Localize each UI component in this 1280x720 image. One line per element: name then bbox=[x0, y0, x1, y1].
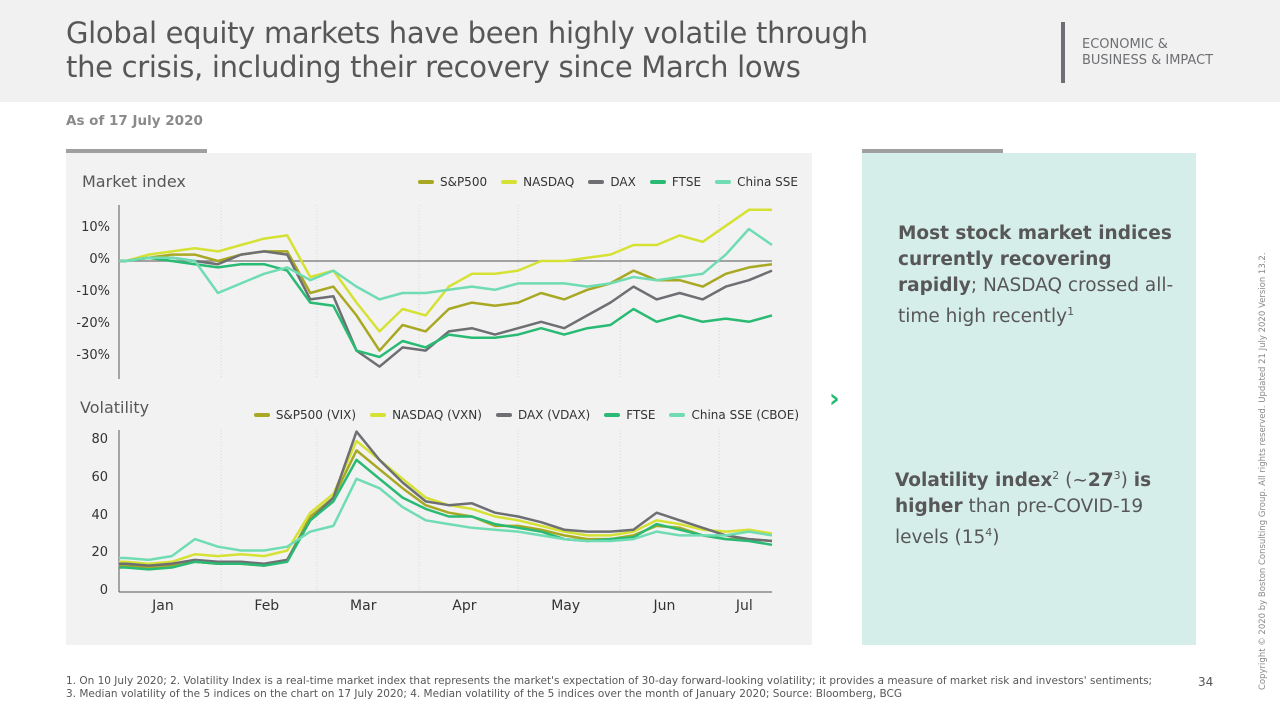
t: is higher bbox=[895, 470, 1152, 518]
footnotes: 1. On 10 July 2020; 2. Volatility Index … bbox=[66, 675, 1176, 701]
chevron-right-icon[interactable]: › bbox=[829, 384, 840, 414]
legend-swatch bbox=[501, 180, 518, 184]
x-tick-label: Apr bbox=[452, 598, 477, 614]
header bbox=[0, 0, 1280, 102]
legend-swatch bbox=[417, 180, 434, 184]
x-tick-label: May bbox=[551, 598, 581, 614]
panel-accent-bar bbox=[66, 149, 207, 153]
market-chart-title: Market index bbox=[82, 172, 186, 191]
market-series-ftse bbox=[119, 256, 773, 359]
footnote-line-2: 3. Median volatility of the 5 indices on… bbox=[66, 688, 903, 700]
insight-volatility: Volatility index2 (~273) is higher than … bbox=[895, 463, 1175, 551]
x-tick-label: Jul bbox=[735, 598, 753, 614]
market-series-china-sse bbox=[119, 227, 773, 301]
market-series-nasdaq bbox=[119, 208, 772, 333]
t: Volatility index bbox=[895, 470, 1053, 492]
as-of-date: As of 17 July 2020 bbox=[66, 113, 203, 129]
t: ) bbox=[1120, 470, 1134, 492]
legend-item: DAX bbox=[588, 175, 636, 189]
y-tick-label: -20% bbox=[76, 316, 110, 331]
legend-item: China SSE bbox=[715, 175, 798, 189]
legend-item: NASDAQ bbox=[501, 175, 574, 189]
y-tick-label: 80 bbox=[91, 432, 108, 447]
insight-accent-bar bbox=[862, 149, 1003, 153]
insight-recovery-bold: Most stock market indices currently reco… bbox=[898, 223, 1172, 296]
x-tick-label: Jan bbox=[152, 598, 174, 614]
legend-item: FTSE bbox=[604, 408, 655, 422]
volatility-series-nasdaq-vxn- bbox=[119, 439, 773, 565]
legend-label: China SSE (CBOE) bbox=[691, 408, 799, 422]
footnote-ref: 4 bbox=[985, 526, 993, 540]
legend-label: DAX (VDAX) bbox=[517, 408, 591, 422]
footnote-line-1: 1. On 10 July 2020; 2. Volatility Index … bbox=[66, 675, 1153, 687]
insight-panel bbox=[862, 153, 1196, 645]
section-line-2: BUSINESS & IMPACT bbox=[1082, 53, 1214, 68]
legend-item: S&P500 bbox=[417, 175, 488, 189]
y-tick-label: 10% bbox=[81, 220, 110, 235]
legend-label: S&P500 bbox=[439, 175, 488, 189]
volatility-chart-title: Volatility bbox=[80, 398, 150, 417]
legend-label: FTSE bbox=[626, 408, 656, 422]
page-title: Global equity markets have been highly v… bbox=[66, 16, 868, 84]
legend-item: China SSE (CBOE) bbox=[669, 408, 799, 422]
divider bbox=[1061, 22, 1065, 83]
legend-swatch bbox=[253, 413, 270, 417]
market-legend: S&P500 NASDAQ DAX FTSE China SSE bbox=[417, 175, 798, 189]
legend-item: DAX (VDAX) bbox=[495, 408, 591, 422]
legend-label: S&P500 (VIX) bbox=[275, 408, 357, 422]
legend-swatch bbox=[715, 180, 732, 184]
footnote-ref: 1 bbox=[1067, 305, 1075, 318]
legend-swatch bbox=[604, 413, 621, 417]
legend-item: NASDAQ (VXN) bbox=[370, 408, 482, 422]
legend-item: S&P500 (VIX) bbox=[253, 408, 357, 422]
x-tick-label: Feb bbox=[254, 598, 280, 614]
page-number: 34 bbox=[1198, 675, 1214, 689]
y-tick-label: -30% bbox=[76, 348, 110, 363]
x-tick-label: Mar bbox=[350, 598, 377, 614]
footnote-ref: 3 bbox=[1113, 469, 1121, 482]
y-tick-label: 40 bbox=[91, 507, 108, 523]
legend-swatch bbox=[495, 413, 512, 417]
x-tick-label: Jun bbox=[653, 598, 676, 614]
insight-recovery: Most stock market indices currently reco… bbox=[898, 221, 1178, 330]
y-tick-label: 0% bbox=[89, 252, 110, 267]
legend-label: China SSE bbox=[737, 175, 798, 189]
legend-swatch bbox=[370, 413, 387, 417]
t: 27 bbox=[1087, 470, 1114, 492]
legend-label: NASDAQ (VXN) bbox=[392, 408, 482, 422]
y-tick-label: 0 bbox=[99, 583, 108, 598]
legend-swatch bbox=[669, 413, 686, 417]
footnote-ref: 2 bbox=[1052, 469, 1060, 482]
copyright: Copyright © 2020 by Boston Consulting Gr… bbox=[1258, 252, 1268, 690]
legend-label: NASDAQ bbox=[523, 175, 575, 189]
t: (~ bbox=[1059, 470, 1088, 492]
volatility-legend: S&P500 (VIX) NASDAQ (VXN) DAX (VDAX) FTSE Ch… bbox=[253, 408, 799, 422]
legend-label: DAX bbox=[610, 175, 636, 189]
volatility-series-dax-vdax- bbox=[119, 430, 773, 567]
legend-label: FTSE bbox=[671, 175, 702, 189]
t: than pre-COVID-19 levels (15 bbox=[895, 496, 1144, 549]
section-label: ECONOMIC & BUSINESS & IMPACT bbox=[1082, 37, 1213, 69]
t: ) bbox=[992, 527, 1000, 549]
volatility-series-s-p500-vix- bbox=[119, 449, 773, 569]
section-line-1: ECONOMIC & bbox=[1082, 37, 1168, 52]
volatility-series-ftse bbox=[119, 458, 773, 571]
legend-swatch bbox=[588, 180, 605, 184]
y-tick-label: -10% bbox=[76, 284, 110, 299]
volatility-series-china-sse-cboe- bbox=[119, 477, 773, 562]
insight-recovery-text: ; NASDAQ crossed all-time high recently bbox=[898, 275, 1174, 328]
y-tick-label: 20 bbox=[91, 545, 108, 561]
charts-svg bbox=[118, 205, 773, 593]
y-tick-label: 60 bbox=[91, 469, 108, 485]
market-series-dax bbox=[119, 250, 773, 368]
legend-item: FTSE bbox=[649, 175, 702, 189]
legend-swatch bbox=[649, 180, 666, 184]
